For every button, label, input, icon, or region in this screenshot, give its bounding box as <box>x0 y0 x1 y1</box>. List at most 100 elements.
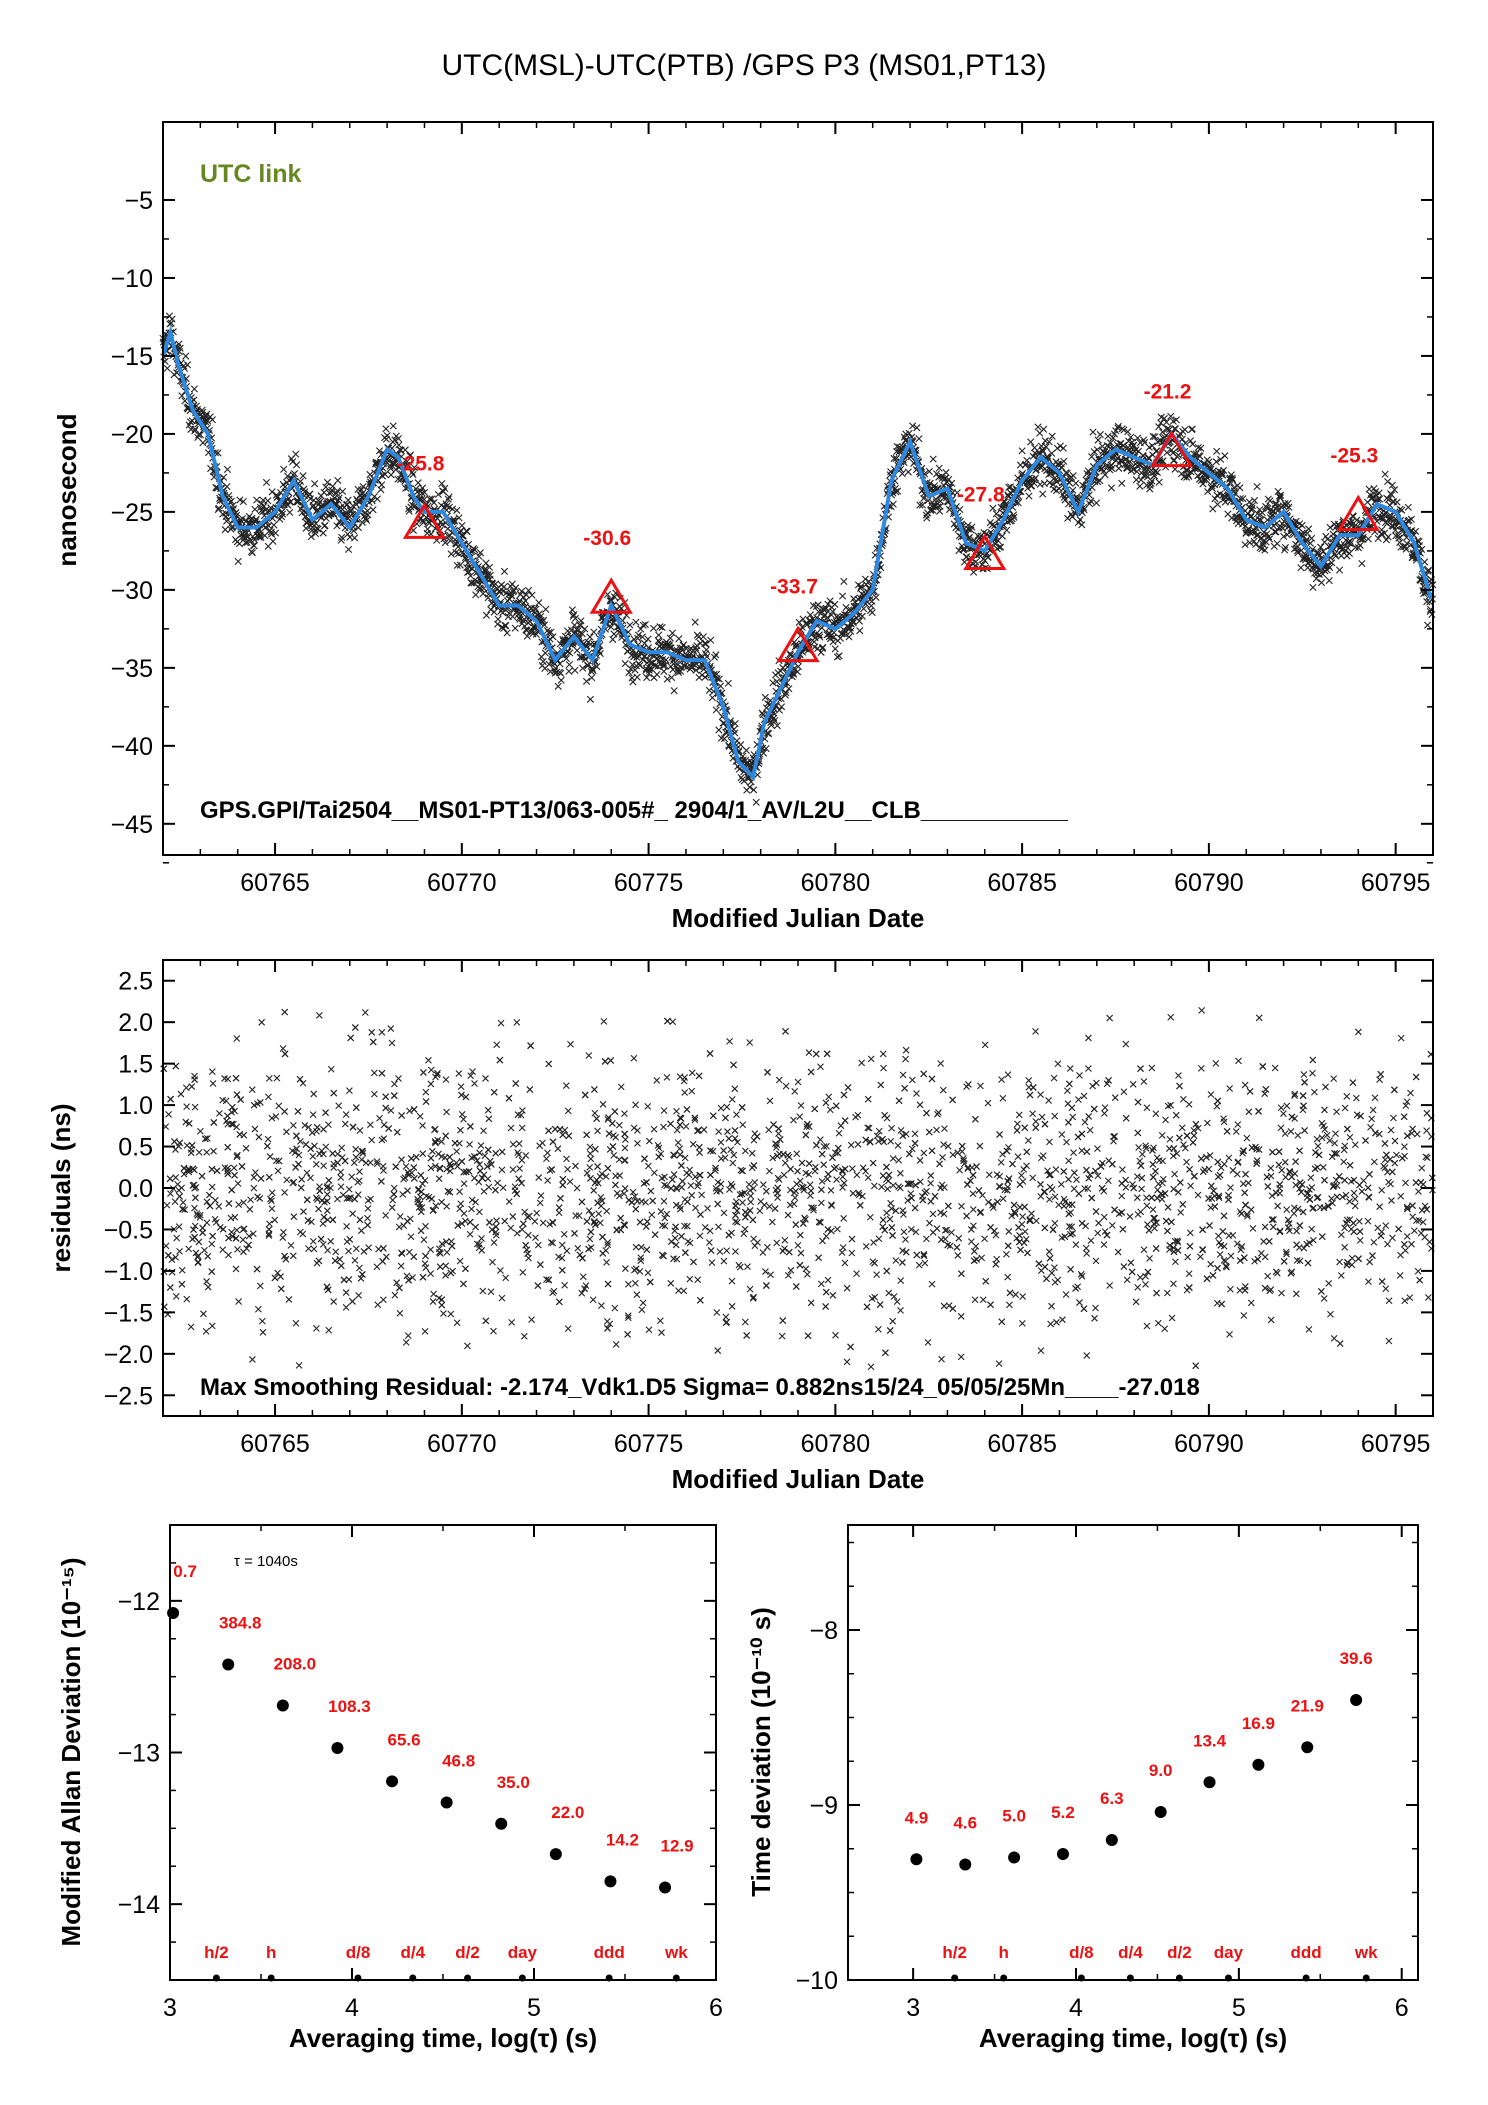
residual-point <box>725 1135 733 1142</box>
residual-point <box>622 1265 629 1272</box>
residual-point <box>979 1296 987 1304</box>
residual-point <box>847 1141 855 1149</box>
residual-point <box>493 1217 500 1225</box>
data-point <box>234 557 242 566</box>
data-point <box>394 475 402 483</box>
residual-point <box>663 1073 671 1081</box>
residual-point <box>177 1090 185 1098</box>
residual-point <box>368 1136 376 1144</box>
residual-point <box>299 1079 307 1087</box>
residual-point <box>972 1242 980 1250</box>
data-point <box>269 537 277 545</box>
residual-point <box>507 1224 515 1232</box>
residual-point <box>1369 1106 1377 1114</box>
residual-point <box>1072 1241 1080 1249</box>
data-point <box>1309 583 1317 592</box>
residual-point <box>382 1211 390 1219</box>
residual-point <box>727 1146 735 1154</box>
residual-point <box>780 1171 788 1179</box>
data-point <box>554 682 562 690</box>
residual-point <box>1032 1217 1040 1225</box>
residual-point <box>675 1287 682 1295</box>
residual-point <box>376 1114 383 1122</box>
data-point <box>737 741 745 749</box>
residual-point <box>889 1317 897 1325</box>
main-chart-triangles: -25.8-30.6-33.7-27.8-21.2-25.3 <box>397 381 1380 663</box>
residual-point <box>480 1127 487 1135</box>
residual-point <box>208 1240 216 1248</box>
data-point <box>501 622 509 630</box>
data-point <box>243 538 251 547</box>
residual-point <box>1365 1193 1373 1201</box>
residual-point <box>803 1271 811 1278</box>
residual-point <box>645 1137 653 1145</box>
residual-point <box>1179 1095 1187 1103</box>
residual-point <box>1268 1192 1276 1200</box>
residual-point <box>867 1363 875 1371</box>
residual-point <box>1226 1285 1234 1293</box>
residual-point <box>916 1178 924 1186</box>
data-point <box>500 583 508 591</box>
point-label: -30.6 <box>583 527 631 550</box>
data-point <box>1107 484 1116 492</box>
residual-point <box>522 1152 530 1159</box>
residual-point <box>1351 1202 1359 1210</box>
data-point <box>454 543 462 551</box>
data-point <box>369 506 377 514</box>
residual-point <box>536 1142 544 1150</box>
data-point <box>267 528 275 536</box>
residual-point <box>981 1041 989 1049</box>
data-point <box>1087 497 1095 505</box>
data-point <box>653 670 661 679</box>
residual-point <box>717 1139 725 1146</box>
residual-point <box>727 1180 735 1188</box>
data-point <box>355 498 363 506</box>
data-point <box>586 633 594 641</box>
data-point <box>1253 482 1261 491</box>
residual-point <box>1005 1228 1013 1235</box>
data-point <box>1213 500 1222 509</box>
residual-point <box>600 1017 608 1025</box>
residual-point <box>185 1245 193 1253</box>
residual-point <box>310 1090 318 1098</box>
data-point <box>278 510 287 518</box>
data-point <box>444 495 452 503</box>
residual-point <box>1333 1108 1340 1116</box>
residual-point <box>977 1082 984 1090</box>
residual-point <box>1015 1111 1023 1119</box>
residual-point <box>1093 1079 1100 1087</box>
data-point <box>724 679 732 687</box>
data-point <box>590 628 598 636</box>
residual-point <box>364 1205 372 1212</box>
data-point <box>270 521 278 529</box>
residual-point <box>797 1102 805 1109</box>
data-point <box>359 482 367 491</box>
residual-point <box>648 1211 656 1219</box>
residual-point <box>768 1218 776 1226</box>
residual-point <box>723 1103 731 1111</box>
residual-point <box>864 1174 872 1181</box>
point-label: -25.8 <box>397 452 445 475</box>
residual-point <box>1277 1124 1285 1132</box>
residual-point <box>337 1168 345 1176</box>
residual-point <box>1050 1074 1058 1082</box>
data-point <box>691 618 699 626</box>
residual-point <box>256 1195 264 1202</box>
residual-point <box>307 1174 314 1182</box>
data-point <box>1076 516 1084 524</box>
data-point <box>394 434 402 443</box>
residual-point <box>1194 1191 1202 1199</box>
data-point <box>1039 490 1047 498</box>
data-point <box>539 657 547 666</box>
residual-point <box>1290 1210 1298 1217</box>
residual-point <box>681 1154 689 1162</box>
data-point <box>321 521 329 530</box>
residual-point <box>1352 1094 1360 1102</box>
residual-point <box>689 1140 697 1148</box>
data-point <box>1058 463 1066 471</box>
x-tick-label: 60775 <box>614 869 684 897</box>
data-point <box>482 559 490 567</box>
residual-point <box>453 1148 460 1155</box>
residual-point <box>265 1093 272 1101</box>
